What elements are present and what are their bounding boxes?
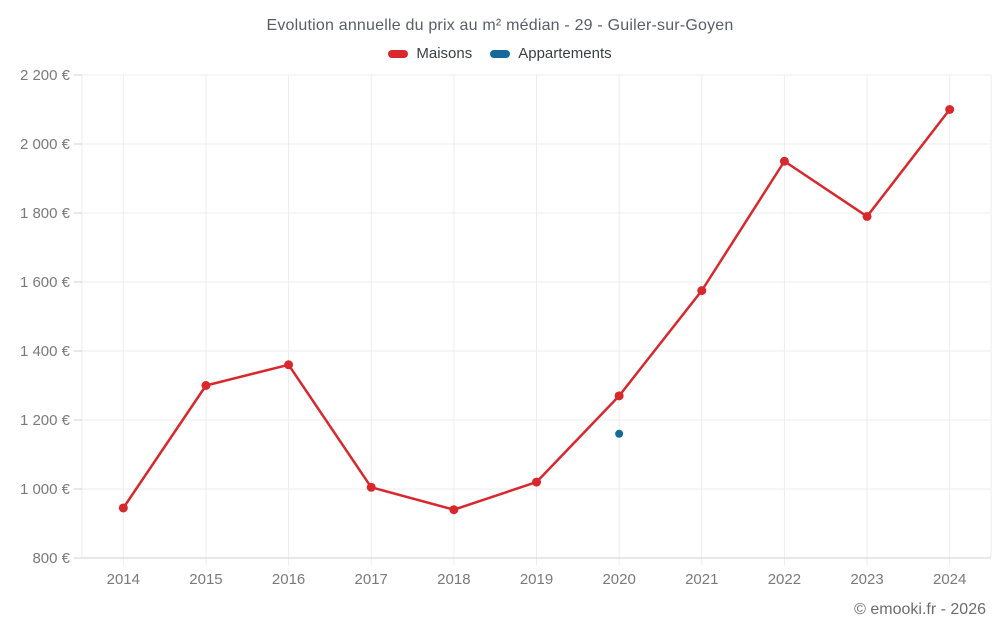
x-tick-label: 2019 <box>520 571 553 588</box>
axes <box>74 74 991 559</box>
x-tick-label: 2017 <box>355 571 388 588</box>
x-tick-label: 2024 <box>933 571 966 588</box>
x-tick-label: 2014 <box>107 571 140 588</box>
y-tick-label: 1 000 € <box>20 481 71 498</box>
tick-labels: 800 € 1 000 € 1 200 € 1 400 € 1 600 € 1 800 €… <box>20 67 966 588</box>
point-maisons-2022[interactable] <box>779 156 789 166</box>
point-maisons-2024[interactable] <box>945 105 955 114</box>
legend-item-appartements[interactable]: Appartements <box>490 45 612 62</box>
y-tick-label: 1 400 € <box>20 343 71 360</box>
appartements-swatch-icon <box>490 49 511 58</box>
x-tick-label: 2015 <box>189 571 222 588</box>
legend-item-maisons[interactable]: Maisons <box>388 45 472 62</box>
y-tick-label: 2 000 € <box>20 136 71 153</box>
legend-label-appartements: Appartements <box>518 45 612 62</box>
series <box>118 105 955 515</box>
point-maisons-2014[interactable] <box>118 503 128 513</box>
point-maisons-2023[interactable] <box>862 211 872 221</box>
gridlines <box>81 74 992 565</box>
x-tick-label: 2018 <box>437 571 470 588</box>
x-tick-label: 2023 <box>850 571 883 588</box>
credit-text: © emooki.fr - 2026 <box>854 601 986 618</box>
point-maisons-2018[interactable] <box>449 505 459 515</box>
x-tick-label: 2016 <box>272 571 305 588</box>
y-tick-label: 800 € <box>32 550 70 567</box>
y-tick-label: 1 600 € <box>20 274 71 291</box>
x-tick-label: 2020 <box>602 571 635 588</box>
point-maisons-2017[interactable] <box>366 482 376 492</box>
point-maisons-2016[interactable] <box>284 360 294 370</box>
point-appartements-2020[interactable] <box>615 429 624 438</box>
point-maisons-2021[interactable] <box>697 286 707 296</box>
y-tick-label: 1 800 € <box>20 205 71 222</box>
x-tick-label: 2021 <box>685 571 718 588</box>
legend-label-maisons: Maisons <box>416 45 473 62</box>
point-maisons-2020[interactable] <box>614 391 624 401</box>
maisons-swatch-icon <box>388 49 409 58</box>
point-maisons-2019[interactable] <box>532 477 541 487</box>
chart-legend: Maisons Appartements <box>0 45 1000 62</box>
y-tick-label: 2 200 € <box>20 67 71 84</box>
y-tick-label: 1 200 € <box>20 412 71 429</box>
chart-title: Evolution annuelle du prix au m² médian … <box>266 17 734 34</box>
x-tick-label: 2022 <box>768 571 801 588</box>
point-maisons-2015[interactable] <box>201 381 211 390</box>
